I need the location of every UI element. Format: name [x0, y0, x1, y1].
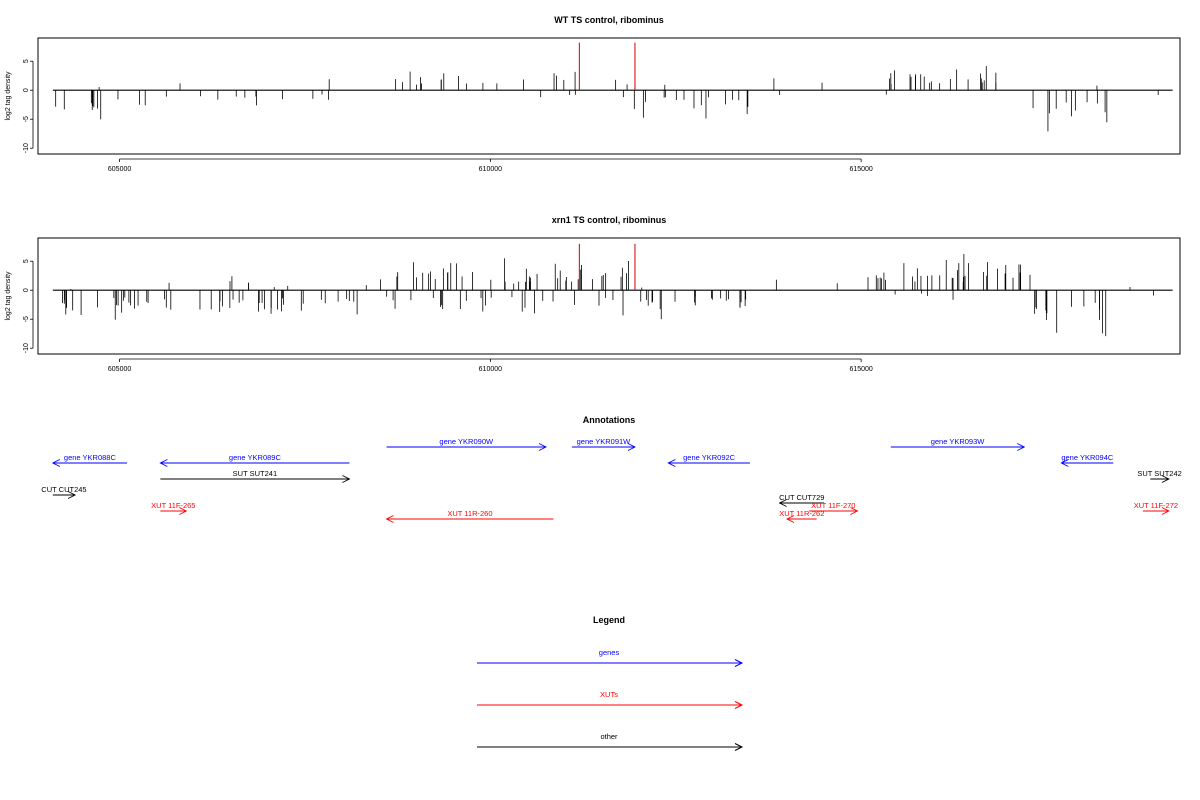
legend-label: genes	[599, 648, 620, 657]
feature-arrow-head	[159, 459, 168, 467]
feature-label: XUT 11F-272	[1134, 501, 1178, 510]
xrn1-coverage-panel: xrn1 TS control, ribominus log2 tag dens…	[5, 215, 1181, 373]
feature-arrow-head	[1161, 475, 1170, 483]
x-tick-label: 615000	[849, 366, 872, 373]
annotation-track: Annotations gene YKR088C gene YKR089Cgene…	[41, 415, 1182, 523]
feature-arrow-head	[667, 459, 676, 467]
x-tick-label: 610000	[479, 166, 502, 173]
feature-label: gene YKR094C	[1061, 453, 1114, 462]
y-tick-label: 0	[23, 88, 30, 92]
y-tick-label: -10	[23, 343, 30, 353]
feature-arrow-head	[385, 515, 394, 523]
feature-label: gene YKR088C	[64, 453, 117, 462]
x-tick-label: 615000	[849, 166, 872, 173]
coverage-bars	[52, 243, 1173, 337]
feature-arrow-head	[1161, 507, 1170, 515]
x-tick-label: 610000	[479, 366, 502, 373]
legend-label: XUTs	[600, 690, 618, 699]
feature-label: gene YKR089C	[229, 453, 282, 462]
y-axis-label: log2 tag density	[5, 271, 12, 321]
feature-label: SUT SUT241	[233, 469, 277, 478]
feature-label: gene YKR092C	[683, 453, 736, 462]
feature-arrow-head	[67, 491, 77, 499]
x-tick-label: 605000	[108, 366, 131, 373]
x-tick-label: 605000	[108, 166, 131, 173]
legend-arrow-head	[734, 659, 744, 667]
axes: -10 -5 0 5 605000 610000 615000	[23, 59, 873, 173]
y-tick-label: 5	[23, 259, 30, 263]
legend: Legend genes XUTs other	[477, 615, 744, 751]
feature-arrow-head	[627, 443, 636, 451]
feature-arrow-head	[778, 499, 787, 507]
feature-label: XUT 11F-265	[151, 501, 195, 510]
y-tick-label: 0	[23, 288, 30, 292]
annotations-title: Annotations	[583, 415, 636, 425]
feature-label: gene YKR093W	[931, 437, 986, 446]
feature-arrow-head	[538, 443, 547, 451]
feature-arrow-head	[850, 507, 859, 515]
y-tick-label: -5	[23, 316, 30, 322]
y-axis-label: log2 tag density	[5, 71, 12, 121]
y-tick-label: 5	[23, 59, 30, 63]
legend-items: genes XUTs other	[477, 648, 744, 751]
feature-arrow-head	[51, 459, 61, 467]
y-tick-label: -10	[23, 143, 30, 153]
y-tick-label: -5	[23, 116, 30, 122]
panel-title: WT TS control, ribominus	[554, 15, 664, 25]
axes: -10 -5 0 5 605000 610000 615000	[23, 259, 873, 373]
legend-label: other	[600, 732, 618, 741]
annotation-items: gene YKR088C gene YKR089C gene YKR090W gene…	[41, 437, 1182, 523]
feature-label: gene YKR091W	[577, 437, 632, 446]
wt-coverage-panel: WT TS control, ribominus log2 tag densit…	[5, 15, 1181, 173]
legend-arrow-head	[734, 701, 744, 709]
feature-label: CUT CUT245	[41, 485, 86, 494]
feature-label: XUT 11R-260	[447, 509, 492, 518]
legend-title: Legend	[593, 615, 625, 625]
feature-label: XUT 11F-270	[811, 501, 855, 510]
feature-label: CUT CUT729	[779, 493, 824, 502]
feature-arrow-head	[1060, 459, 1069, 467]
feature-arrow-head	[342, 475, 351, 483]
plot-frame	[37, 37, 1181, 155]
plot-frame	[37, 237, 1181, 355]
feature-arrow-head	[179, 507, 188, 515]
coverage-bars	[52, 42, 1173, 132]
feature-label: SUT SUT242	[1137, 469, 1181, 478]
feature-label: XUT 11R-262	[779, 509, 824, 518]
panel-title: xrn1 TS control, ribominus	[552, 215, 667, 225]
legend-arrow-head	[734, 743, 744, 751]
feature-arrow-head	[1017, 443, 1026, 451]
feature-label: gene YKR090W	[439, 437, 494, 446]
feature-arrow-head	[785, 515, 795, 523]
